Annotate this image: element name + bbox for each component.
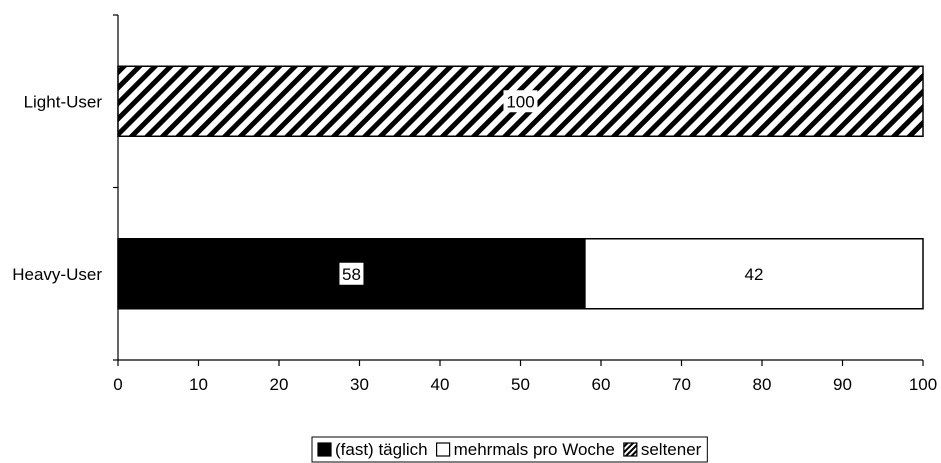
legend-entry: mehrmals pro Woche [454, 440, 615, 459]
x-tick-label: 10 [189, 375, 208, 394]
x-tick-label: 90 [833, 375, 852, 394]
legend-box [311, 436, 708, 463]
x-tick-label: 60 [592, 375, 611, 394]
legend-swatch [623, 442, 638, 457]
legend-swatch [317, 442, 332, 457]
data-label: 58 [342, 265, 361, 284]
category-label: Light-User [24, 92, 103, 111]
category-label: Heavy-User [12, 265, 102, 284]
x-tick-label: 80 [753, 375, 772, 394]
x-tick-label: 20 [270, 375, 289, 394]
legend-swatch [435, 442, 451, 457]
legend-entry: (fast) täglich [335, 440, 428, 459]
x-tick-label: 0 [113, 375, 122, 394]
x-tick-label: 100 [909, 375, 937, 394]
x-tick-label: 50 [511, 375, 530, 394]
data-label-background [339, 262, 364, 285]
x-tick-label: 40 [431, 375, 450, 394]
legend: (fast) täglich mehrmals pro Woche seltener [311, 436, 708, 463]
bar-segment [584, 238, 924, 310]
data-label: 100 [506, 92, 534, 111]
data-label: 42 [744, 265, 763, 284]
x-tick-label: 30 [350, 375, 369, 394]
x-tick-label: 70 [672, 375, 691, 394]
data-label-background [503, 90, 538, 113]
legend-entry: seltener [641, 440, 702, 459]
plot-area: 0 10 20 30 40 50 60 70 80 90 100 Light-User 100 Heavy… [12, 14, 937, 394]
